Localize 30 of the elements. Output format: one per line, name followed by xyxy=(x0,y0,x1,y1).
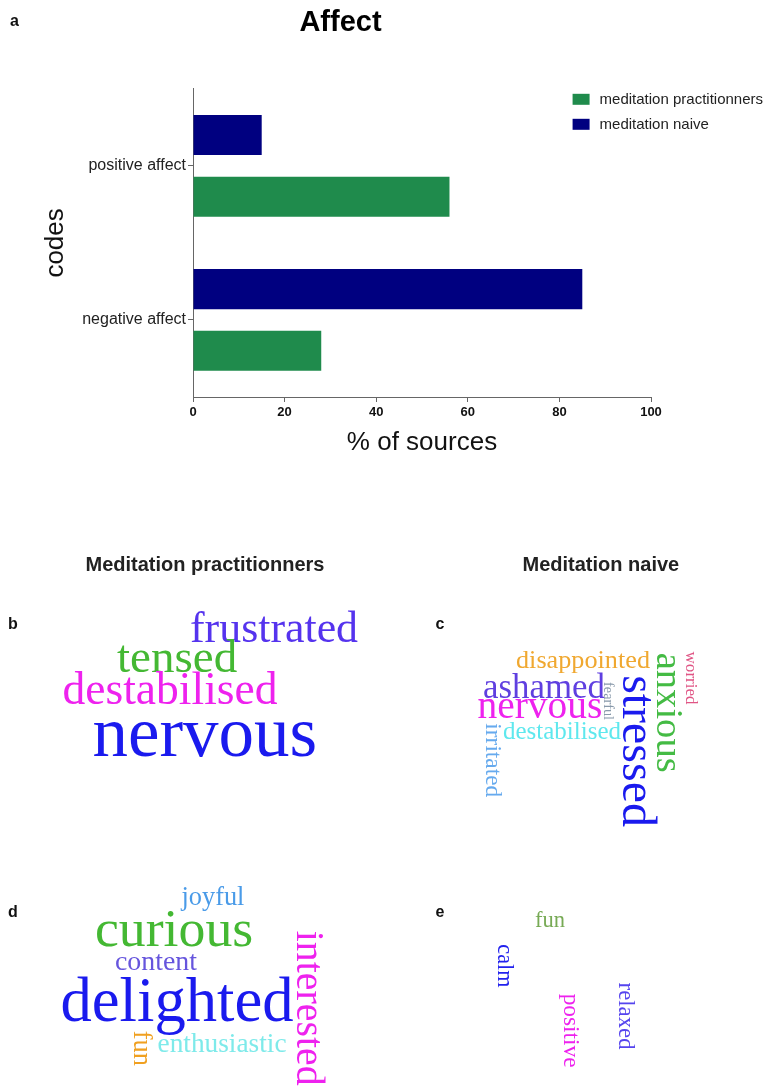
text: a xyxy=(10,12,19,30)
text: c xyxy=(435,615,445,632)
text: b xyxy=(8,615,18,632)
bar xyxy=(193,115,262,156)
y-axis-title: codes xyxy=(38,208,69,278)
text: e xyxy=(435,903,445,920)
legend-label: meditation naive xyxy=(599,114,709,132)
text: positive xyxy=(557,993,585,1068)
x-tick-label: 100 xyxy=(640,404,662,420)
y-tick-label: negative affect xyxy=(82,310,187,328)
legend-label: meditation practitionners xyxy=(599,89,763,107)
text: d xyxy=(8,903,18,920)
x-tick-label: 80 xyxy=(552,404,567,420)
y-tick-label: positive affect xyxy=(88,156,187,174)
chart-title: Affect xyxy=(299,5,382,38)
x-tick-label: 60 xyxy=(460,404,476,420)
bar xyxy=(193,330,322,371)
text: Meditation naive xyxy=(522,553,680,575)
x-tick-label: 0 xyxy=(189,404,197,420)
x-axis-title: % of sources xyxy=(346,425,498,456)
text: joyful xyxy=(181,881,245,911)
x-tick-label: 20 xyxy=(277,404,292,420)
text: fun xyxy=(535,907,566,933)
text: calm xyxy=(493,944,519,988)
text: worried xyxy=(682,651,701,705)
text: relaxed xyxy=(614,982,640,1050)
bar xyxy=(193,176,450,217)
text: Meditation practitionners xyxy=(85,553,325,575)
x-tick-label: 40 xyxy=(368,404,384,420)
bar xyxy=(193,269,583,310)
